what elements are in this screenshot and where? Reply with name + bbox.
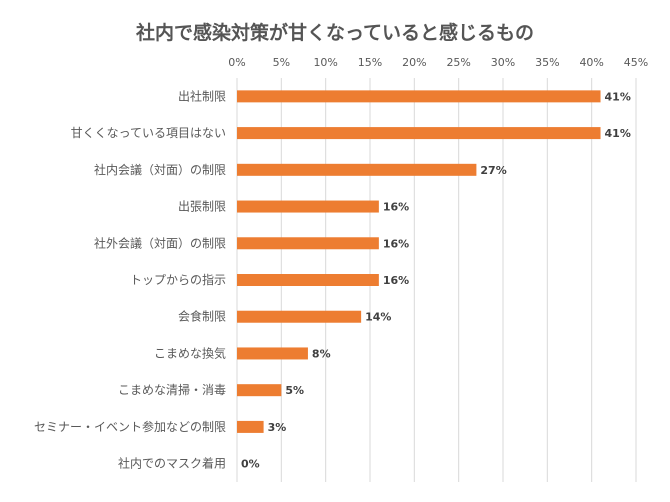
category-label: 出張制限	[178, 200, 226, 214]
x-tick-label: 25%	[446, 56, 470, 69]
category-label: こまめな清掃・消毒	[118, 382, 226, 397]
category-label: 社内会議（対面）の制限	[94, 162, 226, 177]
data-label: 16%	[383, 237, 409, 250]
bar	[237, 384, 282, 397]
category-label: 出社制限	[178, 88, 226, 103]
category-label: 社内でのマスク着用	[118, 456, 226, 471]
data-label: 14%	[365, 311, 391, 324]
bar	[237, 310, 362, 323]
bar	[237, 163, 477, 176]
category-label: こまめな換気	[154, 345, 226, 360]
chart-title: 社内で感染対策が甘くなっていると感じるもの	[135, 22, 535, 44]
bar	[237, 200, 379, 213]
value-labels: 41% 41% 27% 16% 16% 16% 14% 8% 5% 3% 0%	[241, 90, 631, 470]
x-axis-ticks: 0% 5% 10% 15% 20% 25% 30% 35% 40% 45%	[228, 56, 648, 69]
data-label: 8%	[312, 347, 331, 360]
data-label: 27%	[480, 164, 506, 177]
data-label: 16%	[383, 201, 409, 214]
category-label: トップからの指示	[130, 272, 226, 287]
data-label: 41%	[605, 90, 631, 103]
x-tick-label: 5%	[273, 56, 290, 69]
category-labels: 出社制限甘くくなっている項目はない社内会議（対面）の制限出張制限社外会議（対面）…	[34, 88, 226, 470]
bars	[237, 90, 601, 433]
data-label: 3%	[268, 421, 287, 434]
bar	[237, 347, 308, 360]
x-tick-label: 10%	[313, 56, 337, 69]
category-label: セミナー・イベント参加などの制限	[34, 419, 226, 434]
data-label: 0%	[241, 458, 260, 471]
data-label: 16%	[383, 274, 409, 287]
bar	[237, 274, 379, 286]
bar	[237, 90, 601, 103]
bar	[237, 420, 264, 433]
data-label: 41%	[605, 127, 631, 140]
x-tick-label: 35%	[535, 56, 559, 69]
data-label: 5%	[285, 384, 304, 397]
category-label: 社外会議（対面）の制限	[94, 235, 226, 250]
category-label: 会食制限	[178, 309, 226, 324]
x-tick-label: 30%	[491, 56, 515, 69]
x-tick-label: 0%	[228, 56, 245, 69]
bar	[237, 237, 379, 250]
category-label: 甘くくなっている項目はない	[71, 126, 226, 140]
x-tick-label: 15%	[358, 56, 382, 69]
x-tick-label: 45%	[624, 56, 648, 69]
x-tick-label: 40%	[579, 56, 603, 69]
x-tick-label: 20%	[402, 56, 426, 69]
bar	[237, 127, 601, 140]
